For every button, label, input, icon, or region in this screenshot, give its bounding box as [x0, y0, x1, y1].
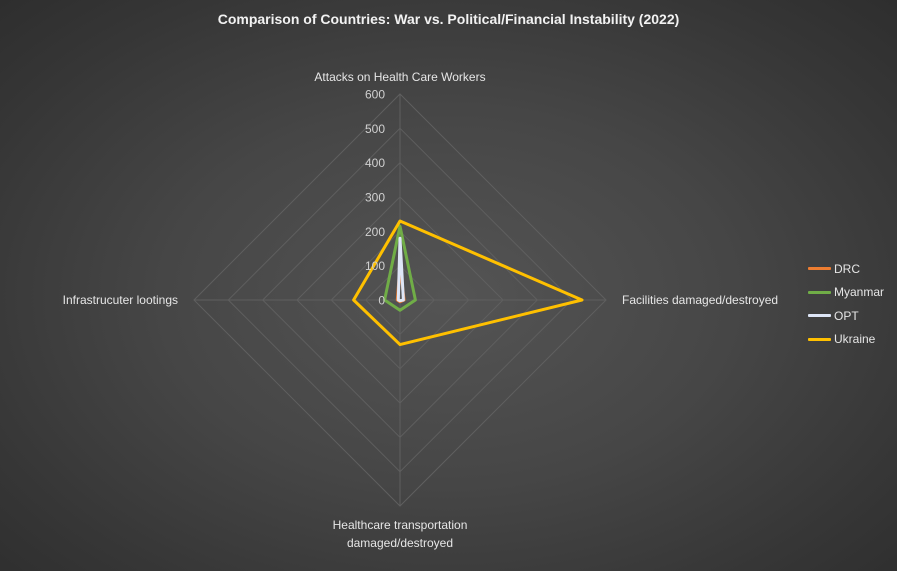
chart-title: Comparison of Countries: War vs. Politic… — [217, 11, 680, 27]
radar-grid — [193, 93, 607, 507]
tick-label: 300 — [365, 191, 385, 205]
series-line-opt — [396, 236, 405, 303]
axis-label: Healthcare transportation damaged/destroy… — [333, 518, 468, 550]
tick-label: 400 — [365, 156, 385, 170]
axis-label: Infrastrucuter lootings — [63, 293, 178, 307]
tick-label: 500 — [365, 122, 385, 136]
series-line-myanmar — [383, 224, 417, 312]
legend-label: OPT — [834, 308, 859, 323]
tick-label: 0 — [378, 294, 385, 308]
tick-label: 200 — [365, 225, 385, 239]
legend-item-ukraine: Ukraine — [808, 328, 897, 352]
tick-label: 100 — [365, 259, 385, 273]
axis-labels: Attacks on Health Care Workers Facilities… — [63, 70, 778, 550]
legend-label: Myanmar — [834, 285, 885, 300]
radar-series — [352, 219, 584, 347]
legend-item-opt: OPT — [808, 304, 897, 328]
legend-swatch — [808, 267, 831, 271]
series-line-ukraine — [352, 219, 584, 347]
legend-item-myanmar: Myanmar — [808, 281, 897, 305]
axis-label: Attacks on Health Care Workers — [314, 70, 485, 84]
legend-label: Ukraine — [834, 332, 876, 347]
legend: DRC Myanmar OPT Ukraine — [808, 257, 897, 351]
tick-label: 600 — [365, 88, 385, 102]
legend-label: DRC — [834, 261, 860, 276]
legend-swatch — [808, 337, 831, 341]
legend-item-drc: DRC — [808, 257, 897, 281]
legend-swatch — [808, 314, 831, 318]
radial-tick-labels: 0 100 200 300 400 500 600 — [365, 88, 385, 308]
legend-swatch — [808, 290, 831, 294]
axis-label: Facilities damaged/destroyed — [622, 293, 778, 307]
